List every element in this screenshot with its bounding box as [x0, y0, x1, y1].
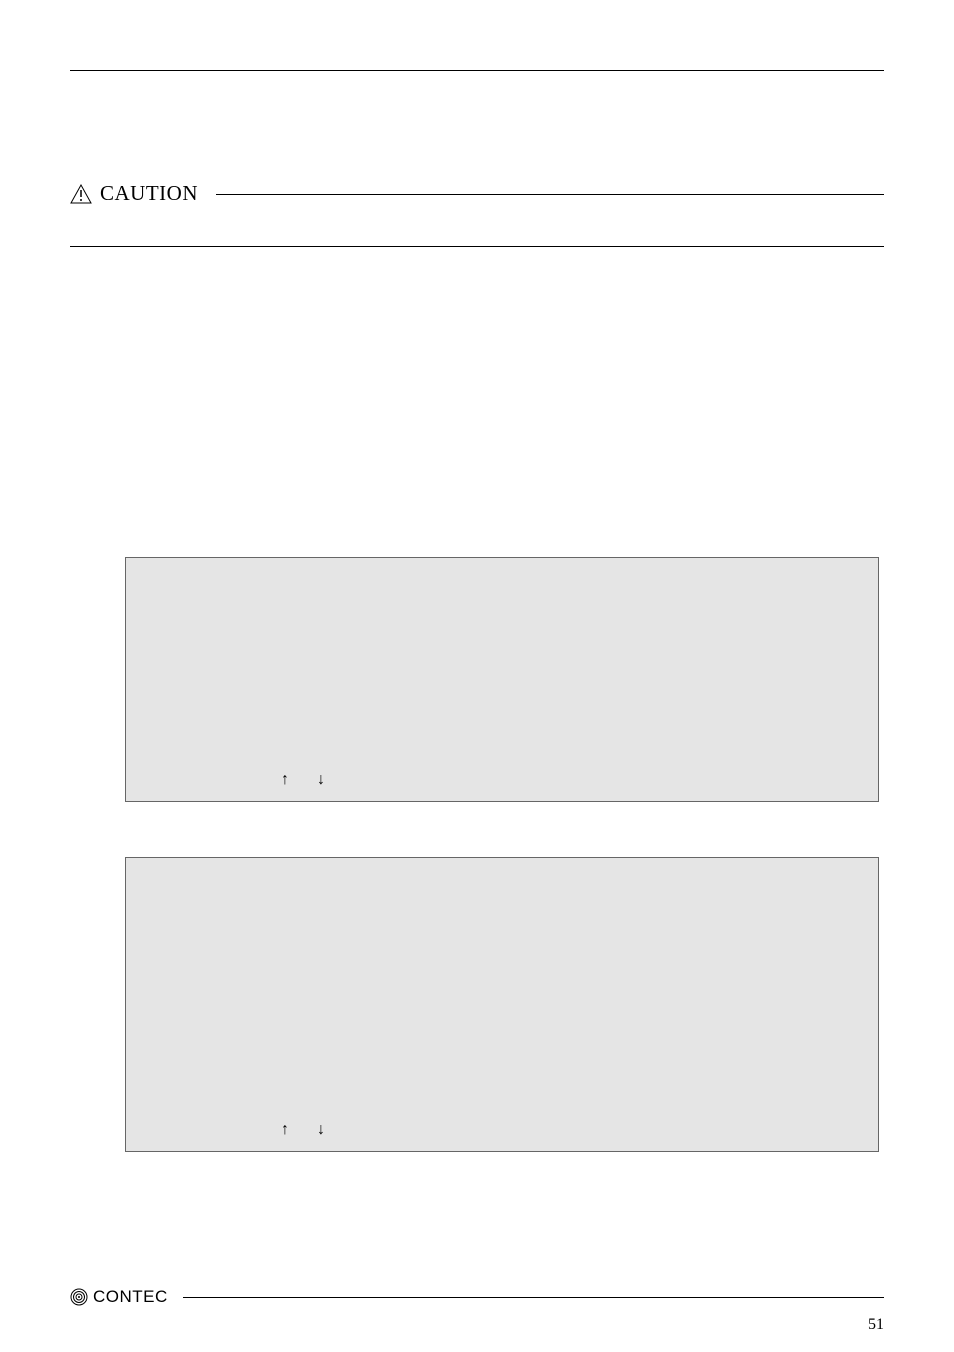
caution-header-line: [216, 194, 884, 195]
caution-header: CAUTION: [70, 181, 884, 206]
page-footer: CONTEC: [70, 1287, 884, 1307]
page-number: 51: [868, 1316, 884, 1334]
arrow-indicators-1: ↑↓: [281, 771, 353, 789]
content-box-2: ↑↓: [125, 857, 879, 1152]
caution-section: CAUTION: [70, 181, 884, 247]
footer-horizontal-rule: [183, 1297, 884, 1298]
page-container: CAUTION ↑↓ ↑↓ CONTEC 51: [0, 0, 954, 1352]
caution-footer-line: [70, 246, 884, 247]
top-horizontal-rule: [70, 70, 884, 71]
caution-label: CAUTION: [100, 181, 198, 206]
brand-logo: CONTEC: [70, 1287, 168, 1307]
arrow-indicators-2: ↑↓: [281, 1121, 353, 1139]
warning-triangle-icon: [70, 184, 92, 204]
content-box-1: ↑↓: [125, 557, 879, 802]
brand-name: CONTEC: [93, 1287, 168, 1307]
logo-circle-icon: [70, 1288, 88, 1306]
